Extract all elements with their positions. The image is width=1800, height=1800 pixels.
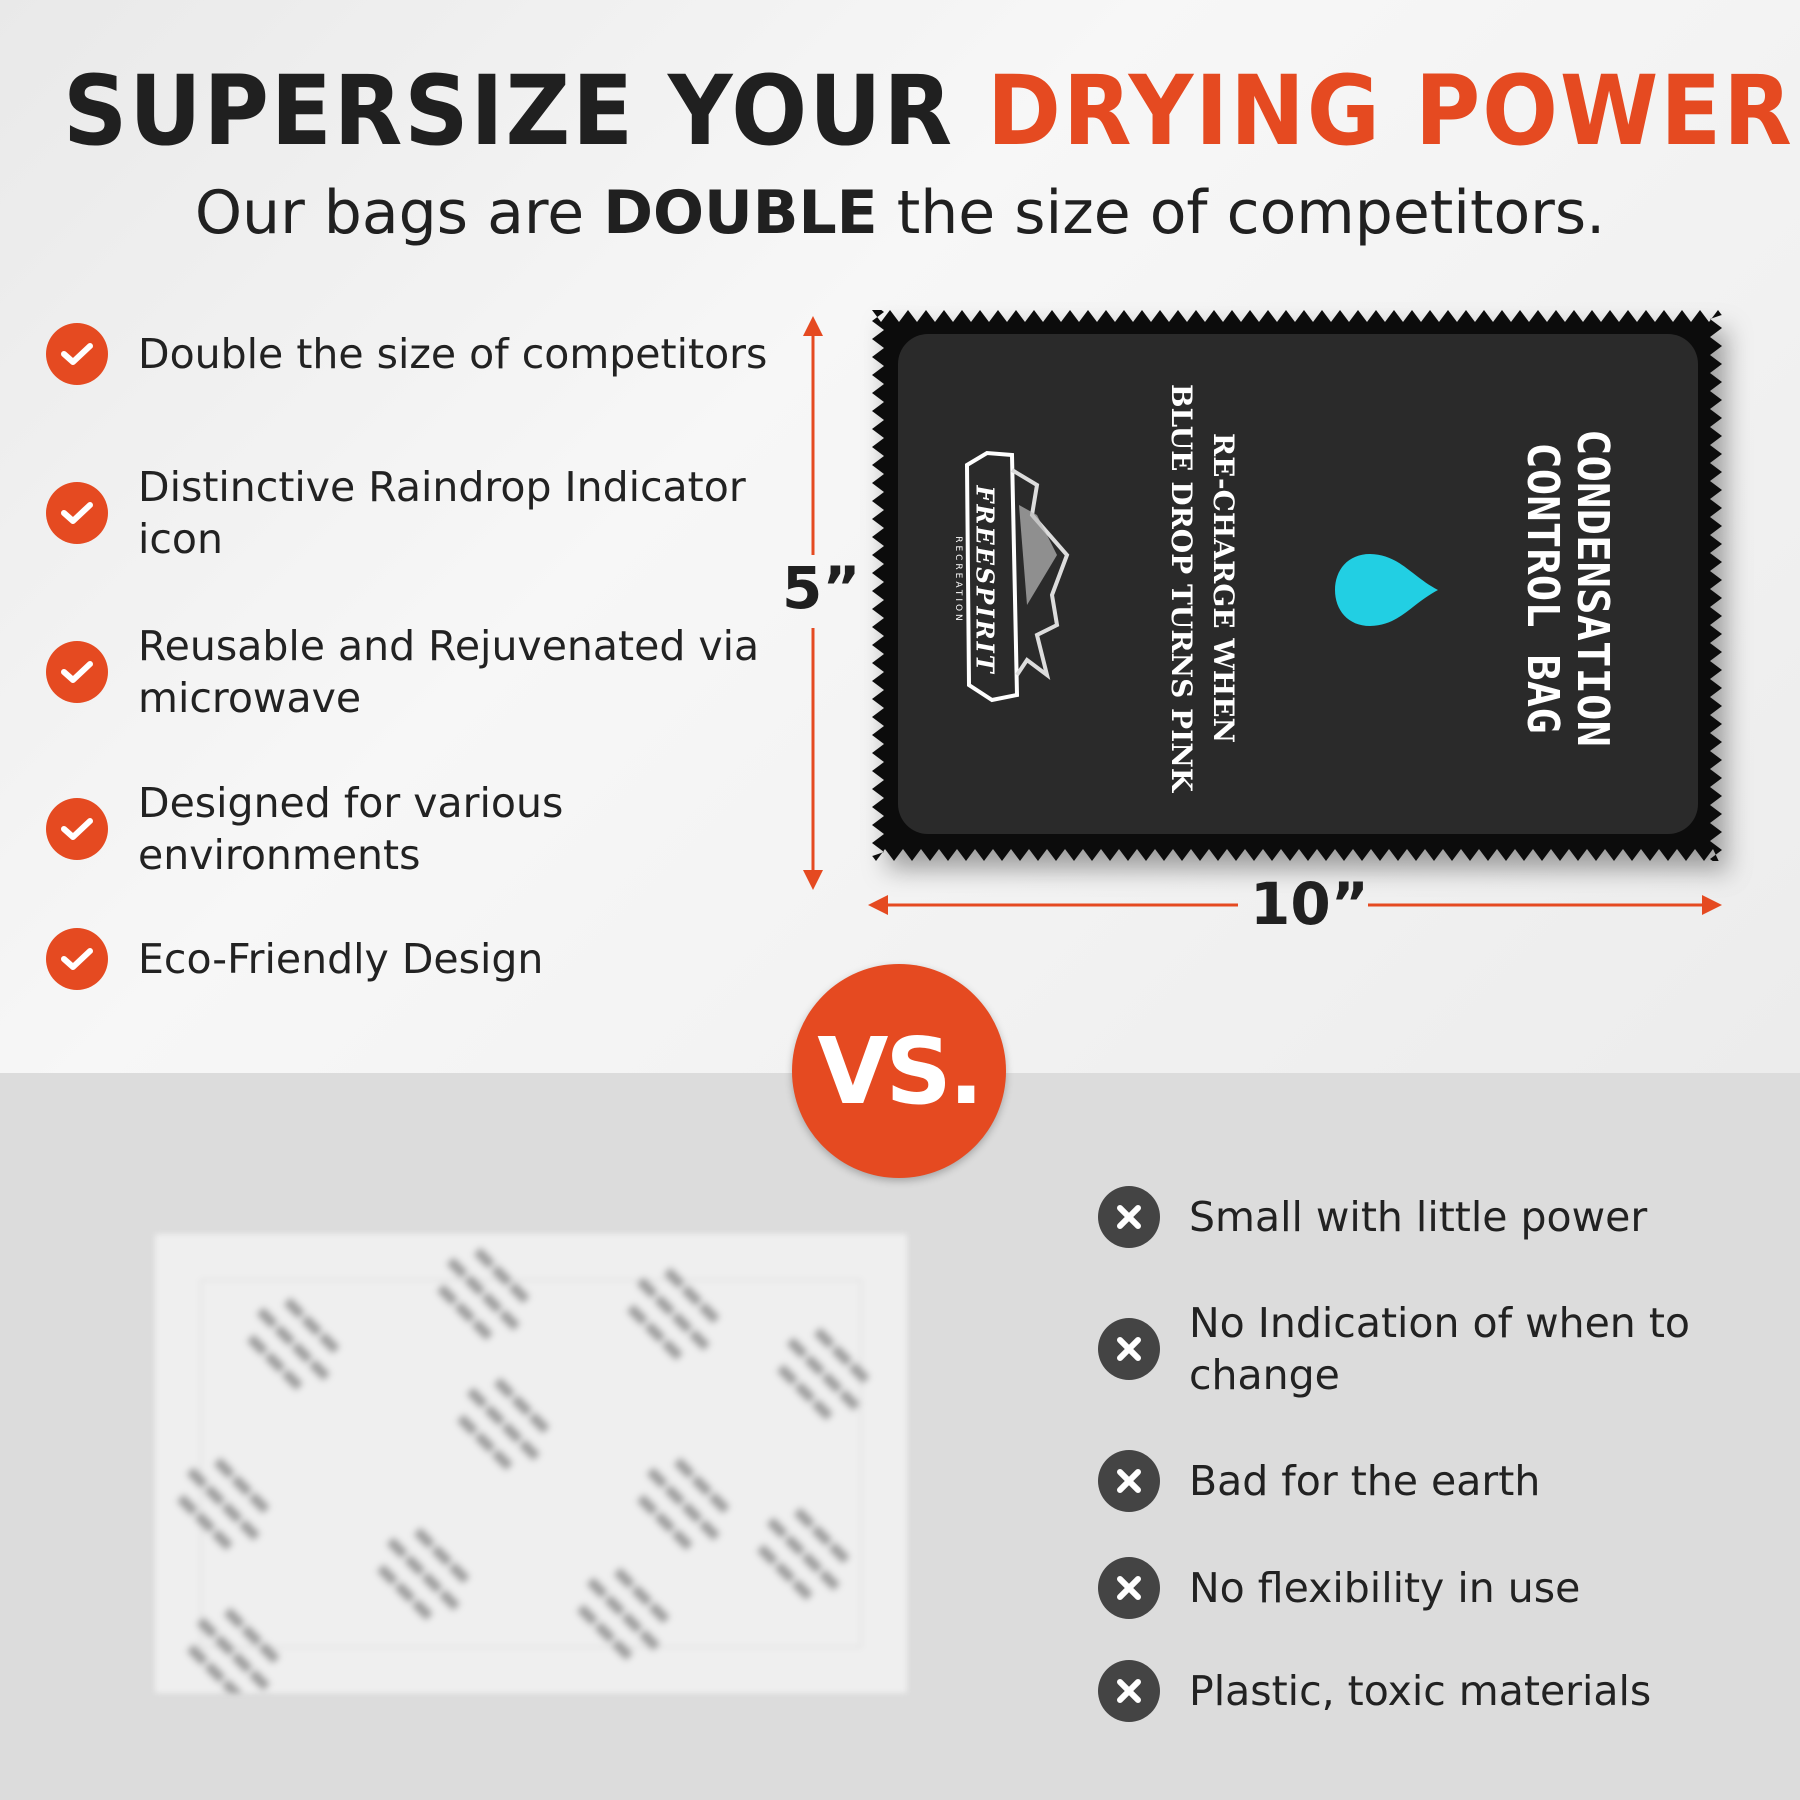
con-item: Bad for the earth: [1098, 1450, 1749, 1512]
height-label: 5”: [782, 554, 861, 622]
x-icon: [1098, 1557, 1160, 1619]
pro-text: Eco-Friendly Design: [138, 935, 544, 983]
con-text: No flexibility in use: [1189, 1564, 1581, 1612]
x-icon: [1098, 1318, 1160, 1380]
check-icon: [46, 798, 108, 860]
pro-text: Reusable and Rejuvenated via microwave: [138, 622, 760, 722]
con-item: Plastic, toxic materials: [1098, 1660, 1749, 1722]
vs-label: VS.: [817, 1017, 983, 1125]
pro-item: Distinctive Raindrop Indicator icon: [46, 461, 778, 565]
bag-shape: [872, 310, 1722, 861]
raindrop-icon: [1335, 554, 1438, 626]
check-icon: [46, 323, 108, 385]
check-icon: [46, 482, 108, 544]
pro-item: Eco-Friendly Design: [46, 928, 778, 990]
product-bag: CONDENSATION CONTROL BAG RE-CHARGE WHEN BL…: [872, 310, 1722, 861]
con-text: Small with little power: [1189, 1193, 1648, 1241]
con-text: Plastic, toxic materials: [1189, 1667, 1652, 1715]
pro-item: Designed for various environments: [46, 777, 778, 881]
check-icon: [46, 928, 108, 990]
con-item: No flexibility in use: [1098, 1557, 1749, 1619]
brand-logo: [964, 450, 1070, 703]
pro-text: Designed for various environments: [138, 779, 564, 879]
subtitle-pre: Our bags are: [194, 178, 604, 248]
headline-part1: SUPERSIZE YOUR: [63, 55, 987, 167]
vs-badge: VS.: [792, 964, 1006, 1178]
con-text: No Indication of when to change: [1189, 1299, 1690, 1399]
x-icon: [1098, 1450, 1160, 1512]
con-item: Small with little power: [1098, 1186, 1749, 1248]
check-icon: [46, 641, 108, 703]
pro-item: Double the size of competitors: [46, 323, 778, 385]
subtitle-bold: DOUBLE: [603, 178, 878, 248]
con-item: No Indication of when to change: [1098, 1297, 1749, 1401]
headline: SUPERSIZE YOUR DRYING POWER: [63, 55, 1792, 167]
headline-accent: DRYING POWER: [986, 55, 1794, 167]
competitor-packet-image: ▬▬▬ ▬▬▬▬ ▬▬▬ ▬▬▬ ▬▬▬▬ ▬▬▬ ▬▬▬ ▬▬▬▬ ▬▬▬ ▬▬▬ ▬▬▬▬ ▬▬▬…: [155, 1234, 907, 1693]
width-label: 10”: [1250, 870, 1369, 938]
pro-text: Double the size of competitors: [138, 330, 768, 378]
con-text: Bad for the earth: [1189, 1457, 1541, 1505]
pro-text: Distinctive Raindrop Indicator icon: [138, 463, 746, 563]
x-icon: [1098, 1660, 1160, 1722]
subtitle: Our bags are DOUBLE the size of competit…: [0, 178, 1800, 248]
x-icon: [1098, 1186, 1160, 1248]
pro-item: Reusable and Rejuvenated via microwave: [46, 620, 778, 724]
subtitle-post: the size of competitors.: [877, 178, 1606, 248]
